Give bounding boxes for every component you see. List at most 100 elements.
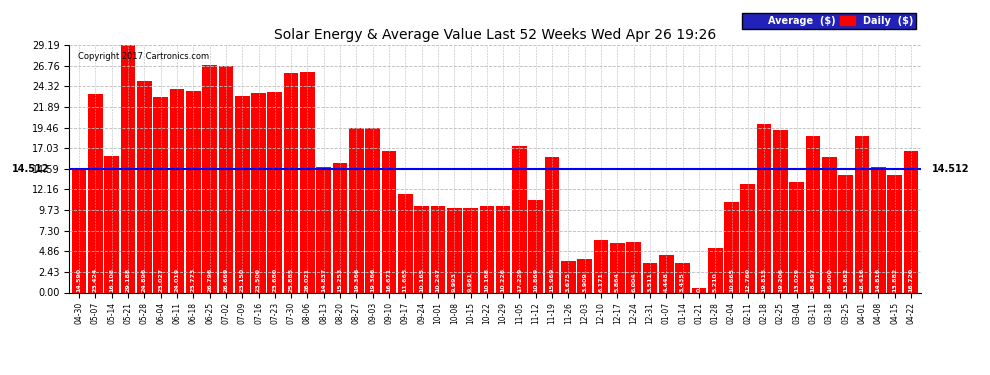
Bar	[88, 94, 103, 292]
Bar	[627, 242, 641, 292]
Bar	[153, 97, 168, 292]
Bar	[317, 167, 331, 292]
Text: 18.497: 18.497	[811, 267, 816, 292]
Bar	[398, 194, 413, 292]
Legend: Average  ($), Daily  ($): Average ($), Daily ($)	[742, 13, 916, 28]
Bar	[529, 200, 544, 292]
Text: 3.909: 3.909	[582, 272, 587, 292]
Text: 23.680: 23.680	[272, 267, 277, 292]
Text: 19.366: 19.366	[353, 267, 358, 292]
Text: 10.247: 10.247	[436, 267, 441, 292]
Bar	[822, 157, 837, 292]
Text: 15.253: 15.253	[338, 267, 343, 292]
Text: 14.590: 14.590	[76, 267, 81, 292]
Bar	[284, 73, 298, 292]
Bar	[577, 260, 592, 292]
Text: 11.665: 11.665	[403, 267, 408, 292]
Bar	[169, 89, 184, 292]
Text: 24.896: 24.896	[142, 267, 147, 292]
Text: 23.500: 23.500	[256, 268, 261, 292]
Text: 12.760: 12.760	[745, 267, 750, 292]
Text: 23.027: 23.027	[158, 267, 163, 292]
Bar	[431, 206, 446, 292]
Text: 19.366: 19.366	[370, 267, 375, 292]
Text: 3.511: 3.511	[647, 272, 652, 292]
Text: 13.882: 13.882	[892, 267, 897, 292]
Bar	[610, 243, 625, 292]
Bar	[512, 146, 527, 292]
Bar	[202, 65, 217, 292]
Bar	[839, 175, 853, 292]
Text: 3.435: 3.435	[680, 272, 685, 292]
Bar	[414, 206, 429, 292]
Text: 3.675: 3.675	[566, 272, 571, 292]
Text: 5.864: 5.864	[615, 272, 620, 292]
Text: 16.000: 16.000	[827, 268, 832, 292]
Text: 10.165: 10.165	[419, 267, 424, 292]
Bar	[887, 175, 902, 292]
Text: 23.773: 23.773	[191, 267, 196, 292]
Text: 14.816: 14.816	[876, 267, 881, 292]
Text: Copyright 2017 Cartronics.com: Copyright 2017 Cartronics.com	[78, 53, 209, 62]
Text: 10.665: 10.665	[729, 267, 734, 292]
Text: 26.669: 26.669	[224, 267, 229, 292]
Text: 9.993: 9.993	[451, 272, 456, 292]
Text: 29.188: 29.188	[126, 267, 131, 292]
Bar	[219, 66, 234, 292]
Bar	[463, 208, 478, 292]
Text: 23.150: 23.150	[240, 267, 245, 292]
Text: 23.424: 23.424	[93, 267, 98, 292]
Bar	[496, 206, 511, 292]
Text: 14.512: 14.512	[933, 165, 969, 174]
Bar	[137, 81, 151, 292]
Text: 13.882: 13.882	[843, 267, 848, 292]
Bar	[333, 163, 347, 292]
Bar	[724, 202, 739, 292]
Bar	[773, 130, 788, 292]
Text: 9.961: 9.961	[468, 272, 473, 292]
Text: 26.021: 26.021	[305, 267, 310, 292]
Text: 4.448: 4.448	[663, 272, 669, 292]
Text: 16.671: 16.671	[386, 267, 391, 292]
Bar	[544, 157, 559, 292]
Text: 15.969: 15.969	[549, 267, 554, 292]
Bar	[741, 184, 755, 292]
Bar	[806, 136, 821, 292]
Bar	[708, 248, 723, 292]
Bar	[121, 45, 136, 292]
Bar	[479, 206, 494, 292]
Bar	[267, 92, 282, 292]
Bar	[675, 263, 690, 292]
Text: 18.416: 18.416	[859, 267, 864, 292]
Bar	[349, 128, 363, 292]
Text: 24.019: 24.019	[174, 267, 179, 292]
Bar	[71, 169, 86, 292]
Text: 25.885: 25.885	[289, 267, 294, 292]
Bar	[789, 182, 804, 292]
Bar	[756, 124, 771, 292]
Text: 17.229: 17.229	[517, 267, 522, 292]
Text: 5.210: 5.210	[713, 272, 718, 292]
Bar	[365, 128, 380, 292]
Text: 14.512: 14.512	[12, 165, 50, 174]
Title: Solar Energy & Average Value Last 52 Weeks Wed Apr 26 19:26: Solar Energy & Average Value Last 52 Wee…	[274, 28, 716, 42]
Text: 10.869: 10.869	[534, 267, 539, 292]
Bar	[643, 263, 657, 292]
Text: 10.226: 10.226	[501, 267, 506, 292]
Bar	[904, 151, 919, 292]
Bar	[871, 167, 886, 292]
Bar	[251, 93, 266, 292]
Text: 19.206: 19.206	[778, 267, 783, 292]
Bar	[594, 240, 609, 292]
Text: 13.029: 13.029	[794, 267, 799, 292]
Text: 10.168: 10.168	[484, 267, 489, 292]
Text: 26.796: 26.796	[207, 267, 212, 292]
Bar	[381, 151, 396, 292]
Bar	[186, 91, 201, 292]
Text: 6.004: 6.004	[632, 272, 637, 292]
Bar	[854, 136, 869, 292]
Text: 0.554: 0.554	[696, 272, 701, 292]
Bar	[300, 72, 315, 292]
Text: 16.108: 16.108	[109, 267, 114, 292]
Text: 6.171: 6.171	[599, 272, 604, 292]
